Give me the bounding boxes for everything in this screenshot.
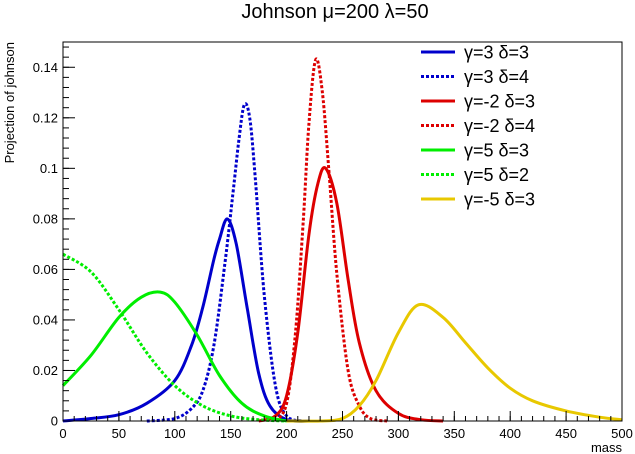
chart-title: Johnson μ=200 λ=50 <box>241 1 428 23</box>
legend-label: γ=5 δ=2 <box>464 165 529 185</box>
x-tick-label: 200 <box>276 426 298 441</box>
y-tick-label: 0.12 <box>33 110 58 125</box>
y-tick-label: 0.14 <box>33 60 58 75</box>
y-tick-label: 0.04 <box>33 312 58 327</box>
x-axis-label: mass <box>591 440 623 454</box>
series-line-5 <box>61 290 287 423</box>
legend-label: γ=-2 δ=4 <box>464 116 535 136</box>
y-tick-label: 0 <box>51 414 58 429</box>
series-line-6 <box>62 252 287 423</box>
curves <box>61 57 623 423</box>
legend-label: γ=5 δ=3 <box>464 141 529 161</box>
x-tick-label: 350 <box>443 426 465 441</box>
series-line-3 <box>258 166 444 423</box>
y-axis-label: Projection of johnson <box>2 42 17 163</box>
y-tick-label: 0.08 <box>33 211 58 226</box>
series-line-4 <box>274 57 388 423</box>
series-line-1 <box>62 217 310 423</box>
x-tick-label: 150 <box>220 426 242 441</box>
y-tick-label: 0.02 <box>33 363 58 378</box>
x-tick-label: 450 <box>555 426 577 441</box>
x-tick-label: 250 <box>332 426 354 441</box>
x-tick-label: 100 <box>164 426 186 441</box>
x-tick-label: 500 <box>611 426 633 441</box>
legend: γ=3 δ=3 γ=3 δ=4 γ=-2 δ=3 γ=-2 δ=4 γ=5 δ=3 γ=5… <box>421 43 535 210</box>
series-line-7 <box>286 302 623 423</box>
y-tick-label: 0.06 <box>33 262 58 277</box>
x-tick-label: 50 <box>112 426 126 441</box>
legend-label: γ=-5 δ=3 <box>464 190 535 210</box>
legend-label: γ=3 δ=4 <box>464 67 529 87</box>
legend-label: γ=3 δ=3 <box>464 43 529 63</box>
x-tick-label: 400 <box>499 426 521 441</box>
x-tick-label: 300 <box>388 426 410 441</box>
axis-ticks: 0 50 100 150 200 250 300 350 400 450 500 0 0.02 0.04 0… <box>33 46 633 441</box>
series-line-2 <box>146 102 304 423</box>
x-tick-label: 0 <box>59 426 66 441</box>
legend-label: γ=-2 δ=3 <box>464 92 535 112</box>
y-tick-label: 0.1 <box>40 161 58 176</box>
